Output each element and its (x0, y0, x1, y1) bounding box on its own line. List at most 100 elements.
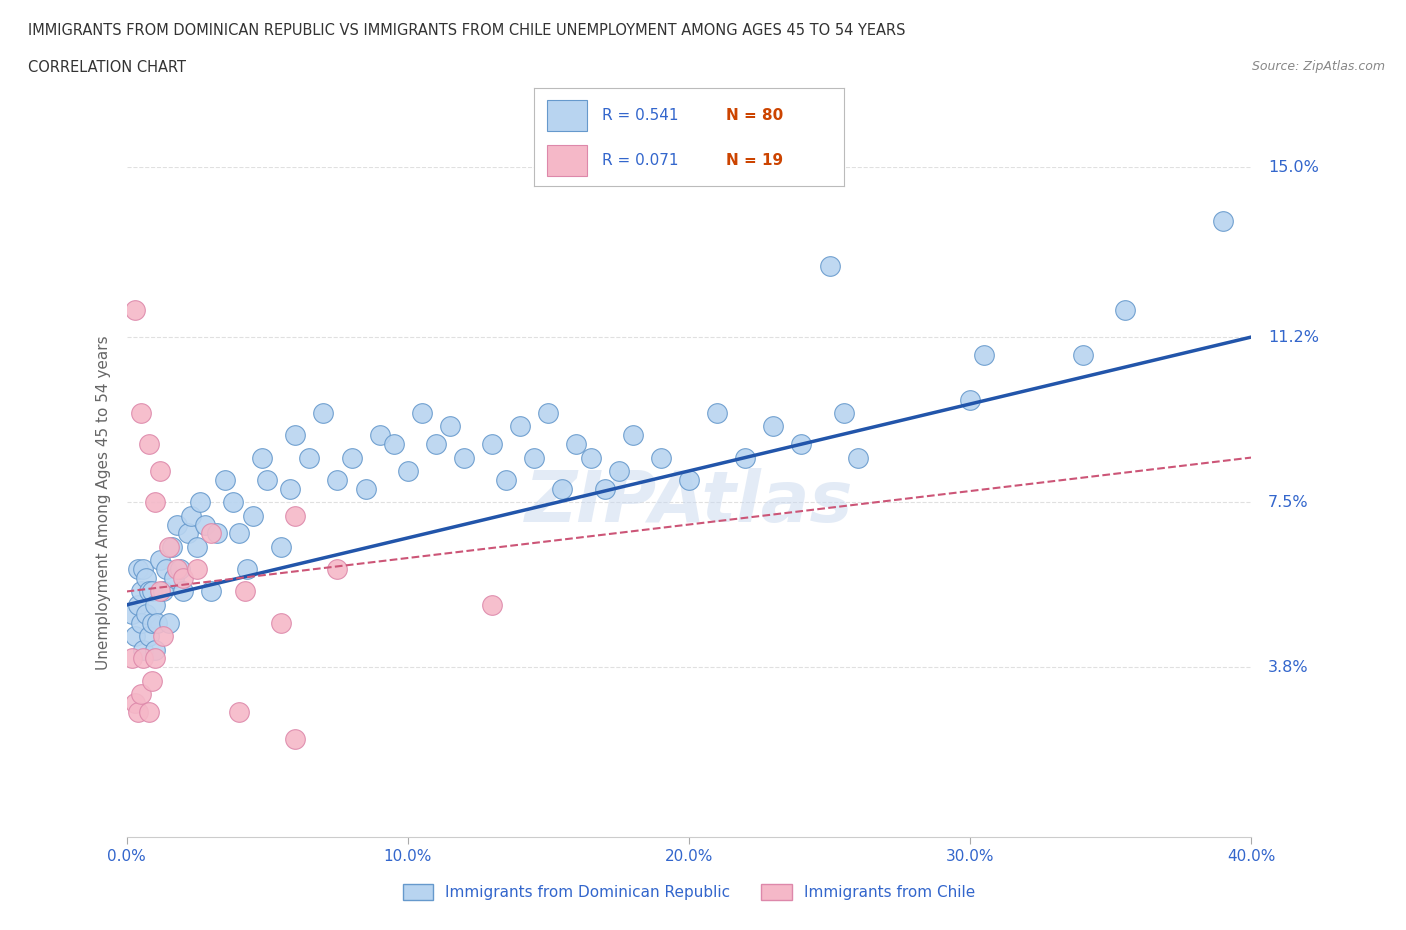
Text: Source: ZipAtlas.com: Source: ZipAtlas.com (1251, 60, 1385, 73)
Point (152, 584, 174, 599)
Point (236, 562, 259, 577)
Point (152, 629, 174, 644)
Point (166, 562, 188, 577)
Point (214, 472, 236, 487)
Point (143, 642, 166, 657)
Point (284, 731, 307, 746)
Point (138, 584, 160, 599)
Point (149, 463, 172, 478)
Point (141, 616, 163, 631)
Point (242, 508, 264, 523)
Point (124, 303, 146, 318)
Point (537, 405, 560, 420)
Point (146, 616, 169, 631)
Point (579, 450, 602, 465)
Point (228, 705, 250, 720)
Point (678, 472, 700, 487)
Point (326, 472, 349, 487)
Point (706, 405, 728, 420)
Point (127, 562, 149, 577)
Y-axis label: Unemployment Among Ages 45 to 54 years: Unemployment Among Ages 45 to 54 years (96, 335, 111, 670)
Point (959, 392, 981, 407)
Point (129, 616, 152, 631)
Point (593, 482, 616, 497)
Point (129, 584, 152, 599)
Point (481, 597, 503, 612)
Point (143, 495, 166, 510)
Point (790, 437, 813, 452)
Point (124, 629, 146, 644)
Point (354, 482, 377, 497)
Point (132, 651, 155, 666)
Point (177, 526, 200, 541)
Point (284, 428, 307, 443)
Point (127, 705, 149, 720)
Point (270, 616, 292, 631)
Point (650, 450, 672, 465)
Point (132, 562, 155, 577)
Point (149, 584, 172, 599)
Point (495, 472, 517, 487)
Point (143, 597, 166, 612)
Point (1212, 214, 1234, 229)
Point (973, 348, 995, 363)
Point (155, 562, 177, 577)
Point (621, 428, 644, 443)
Point (312, 405, 335, 420)
Point (186, 562, 208, 577)
Point (551, 482, 574, 497)
Point (205, 526, 228, 541)
Point (188, 495, 211, 510)
Point (166, 517, 188, 532)
Point (326, 562, 349, 577)
Point (411, 405, 433, 420)
Point (298, 450, 321, 465)
Point (565, 437, 588, 452)
Text: 7.5%: 7.5% (1268, 495, 1309, 510)
Text: N = 19: N = 19 (725, 153, 783, 168)
Text: CORRELATION CHART: CORRELATION CHART (28, 60, 186, 75)
Point (256, 472, 278, 487)
Point (368, 428, 391, 443)
Text: R = 0.071: R = 0.071 (602, 153, 679, 168)
Point (124, 696, 146, 711)
Point (135, 571, 157, 586)
Point (425, 437, 447, 452)
Point (396, 463, 419, 478)
Point (832, 405, 855, 420)
Point (250, 450, 273, 465)
Point (194, 517, 217, 532)
Point (607, 463, 630, 478)
Point (340, 450, 363, 465)
Text: 11.2%: 11.2% (1268, 329, 1319, 344)
Point (846, 450, 869, 465)
Point (200, 584, 222, 599)
Point (169, 562, 191, 577)
Point (180, 508, 202, 523)
Legend: Immigrants from Dominican Republic, Immigrants from Chile: Immigrants from Dominican Republic, Immi… (396, 878, 981, 907)
Point (138, 705, 160, 720)
Point (121, 606, 143, 621)
Text: R = 0.541: R = 0.541 (602, 108, 679, 123)
Point (141, 584, 163, 599)
Point (270, 539, 292, 554)
Point (509, 418, 531, 433)
Point (135, 606, 157, 621)
Point (1114, 303, 1136, 318)
Text: N = 80: N = 80 (725, 108, 783, 123)
Point (1071, 348, 1094, 363)
Point (172, 571, 194, 586)
Point (121, 651, 143, 666)
FancyBboxPatch shape (547, 100, 586, 131)
Point (762, 418, 785, 433)
Text: 3.8%: 3.8% (1268, 660, 1309, 675)
Point (439, 418, 461, 433)
Point (129, 686, 152, 701)
Point (382, 437, 405, 452)
Point (157, 539, 180, 554)
Point (481, 437, 503, 452)
Point (278, 482, 301, 497)
FancyBboxPatch shape (547, 145, 586, 177)
Point (233, 584, 256, 599)
Point (453, 450, 475, 465)
